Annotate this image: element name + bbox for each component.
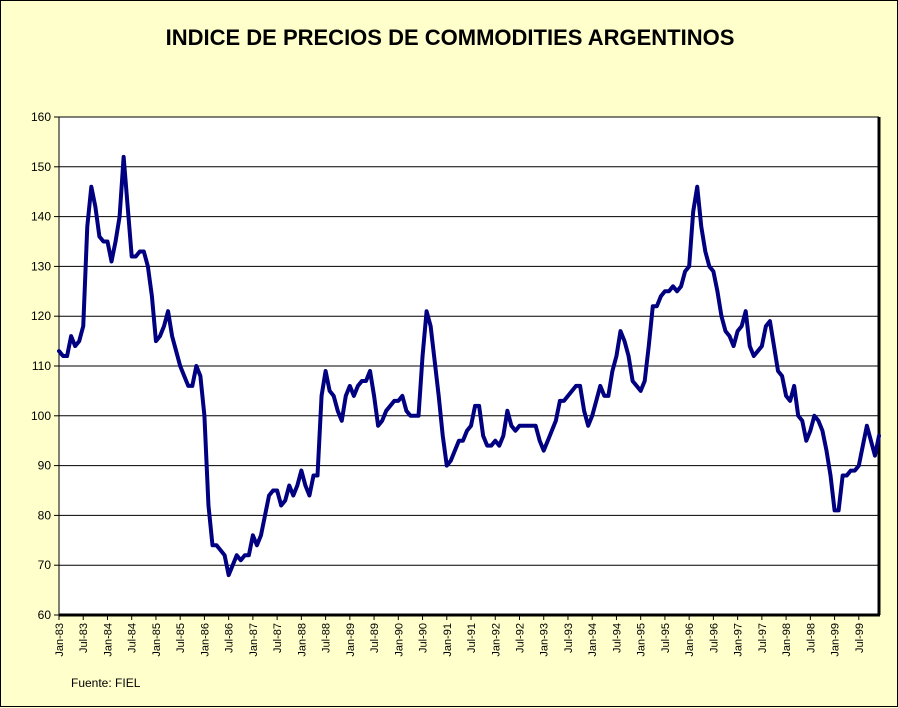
x-tick-label: Jan-84	[102, 623, 114, 657]
y-tick-label: 110	[32, 359, 51, 373]
x-tick-label: Jan-96	[684, 623, 696, 657]
x-tick-label: Jan-93	[539, 623, 551, 657]
chart-title: INDICE DE PRECIOS DE COMMODITIES ARGENTI…	[165, 25, 735, 50]
x-tick-label: Jan-85	[151, 623, 163, 657]
x-tick-label: Jul-96	[708, 623, 720, 653]
x-tick-label: Jan-89	[345, 623, 357, 657]
x-tick-label: Jan-94	[587, 623, 599, 657]
x-tick-label: Jan-98	[781, 623, 793, 657]
y-tick-label: 70	[38, 558, 52, 572]
x-tick-label: Jul-88	[321, 623, 333, 653]
x-tick-label: Jul-99	[854, 623, 866, 653]
x-tick-label: Jan-97	[733, 623, 745, 657]
x-tick-label: Jul-86	[224, 623, 236, 653]
x-tick-label: Jul-97	[757, 623, 769, 653]
y-tick-label: 120	[31, 309, 51, 323]
x-tick-label: Jul-87	[272, 623, 284, 653]
y-tick-label: 60	[38, 608, 52, 622]
x-tick-label: Jan-92	[490, 623, 502, 657]
x-tick-label: Jul-92	[514, 623, 526, 653]
x-tick-label: Jul-85	[175, 623, 187, 653]
x-tick-label: Jul-98	[805, 623, 817, 653]
y-tick-label: 130	[31, 259, 51, 273]
x-tick-label: Jul-94	[611, 623, 623, 653]
x-tick-label: Jan-90	[393, 623, 405, 657]
x-tick-label: Jan-99	[830, 623, 842, 657]
y-tick-label: 80	[38, 508, 52, 522]
y-tick-label: 100	[31, 409, 51, 423]
x-tick-label: Jan-91	[442, 623, 454, 657]
x-tick-label: Jul-83	[78, 623, 90, 653]
x-tick-label: Jan-88	[296, 623, 308, 657]
x-tick-label: Jul-84	[127, 623, 139, 653]
x-tick-label: Jan-95	[636, 623, 648, 657]
x-tick-label: Jan-87	[248, 623, 260, 657]
x-tick-label: Jul-93	[563, 623, 575, 653]
source-note: Fuente: FIEL	[71, 676, 141, 690]
series-line	[57, 154, 881, 578]
x-tick-label: Jul-90	[418, 623, 430, 653]
y-tick-label: 90	[38, 459, 52, 473]
y-tick-label: 140	[31, 210, 51, 224]
x-tick-label: Jul-95	[660, 623, 672, 653]
x-tick-label: Jul-91	[466, 623, 478, 653]
x-tick-label: Jan-83	[54, 623, 66, 657]
x-tick-label: Jul-89	[369, 623, 381, 653]
x-tick-label: Jan-86	[199, 623, 211, 657]
y-tick-label: 150	[31, 160, 51, 174]
y-tick-label: 160	[31, 110, 51, 124]
